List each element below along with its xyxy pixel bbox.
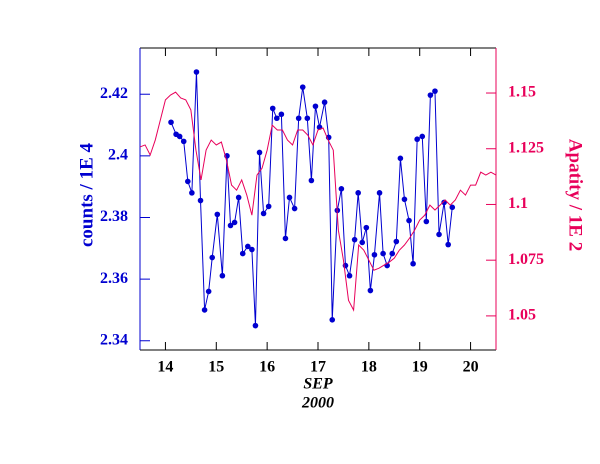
point: [252, 322, 259, 329]
point: [312, 103, 319, 110]
x-tick-label: 18: [361, 359, 377, 376]
point: [329, 317, 336, 323]
point: [219, 272, 226, 279]
point: [406, 217, 412, 224]
point: [363, 224, 370, 231]
point: [214, 211, 221, 218]
series-line: [170, 72, 453, 326]
y-tick-label: 2.36: [100, 270, 128, 287]
point: [168, 119, 174, 126]
point: [445, 241, 451, 248]
point: [227, 222, 234, 229]
x-tick-label: 16: [259, 359, 275, 376]
point: [423, 218, 430, 225]
point: [269, 105, 276, 112]
x-tick-label: 20: [463, 359, 479, 376]
point: [286, 194, 293, 201]
point: [231, 219, 238, 226]
point: [380, 250, 386, 257]
point: [371, 251, 378, 258]
point: [239, 250, 246, 257]
point: [393, 238, 400, 245]
point: [260, 210, 267, 217]
point: [256, 149, 263, 156]
x-tick-label: 19: [412, 359, 428, 376]
point: [291, 205, 298, 212]
y-axis-title: counts / 1E 4: [76, 143, 97, 247]
point: [389, 250, 396, 257]
point: [359, 239, 366, 246]
point: [197, 197, 204, 204]
x-tick-label: 17: [310, 359, 326, 376]
point: [376, 190, 383, 196]
point: [180, 138, 187, 145]
y2-tick-label: 1.15: [508, 84, 536, 101]
y2-axis-title: Apatity / 1E 2: [565, 139, 586, 251]
y-tick-label: 2.4: [108, 147, 128, 164]
point: [189, 190, 195, 196]
point: [449, 204, 456, 211]
point: [321, 99, 328, 106]
series-line: [139, 91, 497, 312]
point: [235, 194, 242, 201]
point: [299, 84, 306, 90]
x-axis-subtitle: 2000: [301, 395, 334, 412]
point: [351, 236, 358, 243]
y2-tick-label: 1.075: [508, 251, 544, 268]
point: [397, 155, 404, 162]
point: [308, 177, 315, 184]
point: [176, 133, 183, 140]
point: [245, 243, 251, 250]
point: [304, 115, 311, 122]
x-tick-label: 14: [157, 359, 173, 376]
point: [419, 133, 426, 140]
point: [436, 231, 442, 238]
point: [355, 190, 361, 196]
point: [185, 178, 191, 185]
point: [367, 287, 374, 294]
point: [193, 69, 200, 75]
point: [432, 88, 438, 94]
point: [265, 203, 272, 210]
point: [346, 272, 353, 279]
point: [338, 186, 345, 192]
point: [427, 92, 434, 98]
y2-tick-label: 1.1: [508, 195, 528, 212]
point: [201, 307, 208, 313]
y2-tick-label: 1.05: [508, 307, 536, 324]
x-axis-title: SEP: [303, 376, 333, 393]
point: [278, 111, 285, 118]
point: [274, 115, 280, 122]
point: [410, 260, 416, 267]
point: [205, 288, 212, 295]
y-tick-label: 2.42: [100, 85, 128, 102]
point: [282, 235, 289, 242]
x-tick-label: 15: [208, 359, 224, 376]
y2-tick-label: 1.125: [508, 139, 544, 156]
y-tick-label: 2.38: [100, 208, 128, 225]
point: [295, 115, 302, 122]
point: [209, 254, 216, 261]
point: [249, 246, 255, 253]
point: [414, 136, 420, 143]
y-tick-label: 2.34: [100, 331, 128, 348]
point: [401, 196, 408, 203]
